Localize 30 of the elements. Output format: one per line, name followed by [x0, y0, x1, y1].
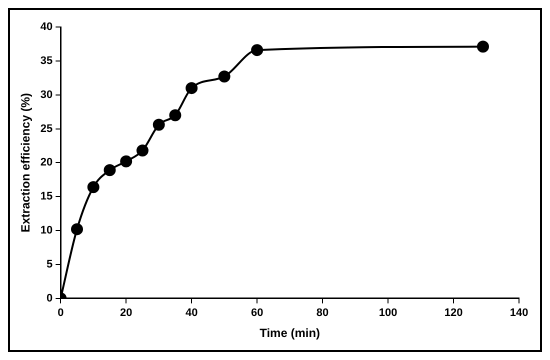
- point: [152, 118, 165, 131]
- y-tick-label: 25: [40, 122, 53, 135]
- x-axis-title: Time (min): [260, 326, 320, 340]
- x-tick-label: 60: [250, 307, 264, 320]
- y-tick-label: 20: [40, 156, 53, 169]
- y-tick-label: 0: [46, 292, 53, 304]
- point: [186, 82, 198, 94]
- point: [169, 109, 182, 122]
- point: [251, 44, 264, 56]
- point: [136, 144, 148, 156]
- point: [120, 155, 132, 168]
- y-tick-label: 5: [46, 258, 53, 271]
- x-tick-label: 140: [510, 307, 528, 320]
- point: [87, 181, 100, 194]
- y-tick-label: 10: [40, 224, 53, 237]
- point: [476, 40, 489, 53]
- y-tick-label: 40: [40, 21, 53, 34]
- x-tick-label: 20: [120, 307, 132, 320]
- x-tick-label: 100: [378, 307, 398, 320]
- y-tick-label: 15: [40, 190, 53, 203]
- x-tick-label: 40: [185, 307, 198, 320]
- y-tick-label: 30: [40, 88, 53, 101]
- point: [71, 223, 84, 236]
- y-tick-label: 35: [40, 54, 53, 67]
- point: [218, 70, 230, 83]
- x-tick-label: 80: [316, 307, 329, 320]
- y-axis-title: Extraction efficiency (%): [18, 93, 33, 232]
- point: [104, 164, 116, 176]
- x-tick-label: 0: [58, 307, 64, 320]
- x-tick-label: 120: [444, 307, 463, 320]
